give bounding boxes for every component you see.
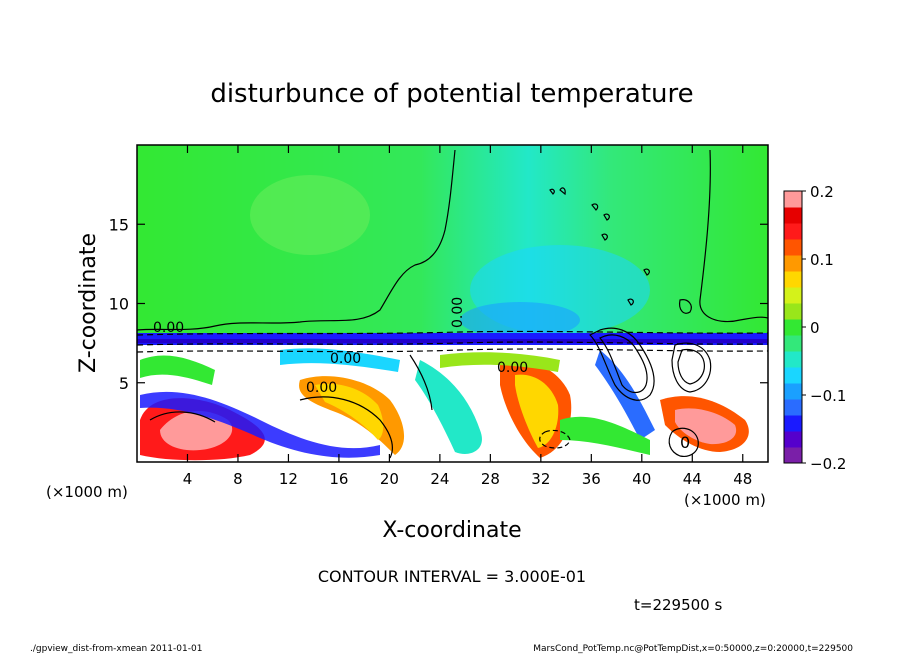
y-axis-title: Z-coordinate bbox=[76, 233, 101, 373]
x-unit-label-right: (×1000 m) bbox=[684, 491, 766, 509]
colorbar bbox=[784, 191, 802, 464]
colorbar-swatch bbox=[784, 223, 802, 240]
colorbar-tick-label: −0.1 bbox=[810, 387, 846, 405]
chart-title: disturbunce of potential temperature bbox=[210, 79, 693, 109]
x-tick-label: 4 bbox=[183, 470, 193, 488]
x-tick-label: 12 bbox=[279, 470, 298, 488]
x-axis: 4 8 12 16 20 24 28 32 36 40 44 48 bbox=[183, 145, 752, 488]
colorbar-swatch bbox=[784, 431, 802, 448]
contour-label: 0.00 bbox=[330, 351, 361, 367]
turbulent-green-mid bbox=[440, 352, 560, 372]
turbulent-green-left bbox=[140, 355, 215, 385]
x-tick-label: 28 bbox=[481, 470, 500, 488]
colorbar-swatch bbox=[784, 271, 802, 288]
colorbar-swatch bbox=[784, 239, 802, 256]
colorbar-swatch bbox=[784, 415, 802, 432]
colorbar-tick-label: 0 bbox=[810, 319, 820, 337]
colorbar-swatch bbox=[784, 335, 802, 352]
colorbar-tick-label: 0.2 bbox=[810, 183, 834, 201]
cyan-patch-2 bbox=[460, 302, 580, 338]
light-patch bbox=[250, 175, 370, 255]
y-tick-label: 15 bbox=[109, 215, 129, 234]
colorbar-swatch bbox=[784, 367, 802, 384]
footer-left: ./gpview_dist-from-xmean 2011-01-01 bbox=[30, 644, 202, 654]
x-tick-label: 44 bbox=[683, 470, 702, 488]
contour-label: 0.00 bbox=[306, 380, 337, 396]
y-axis: 5 10 15 bbox=[109, 215, 768, 393]
colorbar-ticks: 0.2 0.1 0 −0.1 −0.2 bbox=[802, 183, 846, 473]
contour-label: 0.00 bbox=[497, 360, 528, 376]
x-tick-label: 40 bbox=[632, 470, 651, 488]
contour-lines bbox=[137, 149, 768, 459]
contour-label: 0.00 bbox=[153, 320, 184, 336]
colorbar-swatch bbox=[784, 207, 802, 224]
x-tick-label: 20 bbox=[380, 470, 399, 488]
x-axis-title: X-coordinate bbox=[382, 518, 521, 543]
colorbar-swatch bbox=[784, 287, 802, 304]
x-tick-label: 36 bbox=[582, 470, 601, 488]
x-tick-label: 16 bbox=[329, 470, 348, 488]
colorbar-swatch bbox=[784, 191, 802, 208]
contour-label: 0 bbox=[680, 433, 690, 452]
x-tick-label: 8 bbox=[233, 470, 243, 488]
colorbar-swatch bbox=[784, 383, 802, 400]
colorbar-swatch bbox=[784, 351, 802, 368]
colorbar-swatch bbox=[784, 255, 802, 272]
x-unit-label-left: (×1000 m) bbox=[46, 483, 128, 501]
contour-label: 0.00 bbox=[450, 297, 466, 328]
inversion-band-dark bbox=[137, 339, 768, 343]
y-tick-label: 5 bbox=[119, 374, 129, 393]
colorbar-swatch bbox=[784, 319, 802, 336]
contour-interval-note: CONTOUR INTERVAL = 3.000E-01 bbox=[318, 567, 586, 586]
heatmap-field bbox=[137, 145, 768, 462]
zero-contour bbox=[137, 149, 768, 331]
colorbar-swatch bbox=[784, 303, 802, 320]
colorbar-swatch bbox=[784, 447, 802, 464]
x-tick-label: 24 bbox=[430, 470, 449, 488]
time-label: t=229500 s bbox=[634, 596, 722, 614]
colorbar-tick-label: 0.1 bbox=[810, 251, 834, 269]
colorbar-tick-label: −0.2 bbox=[810, 455, 846, 473]
cool-filament-5 bbox=[560, 416, 650, 455]
y-tick-label: 10 bbox=[109, 295, 129, 314]
contour-label-group: 0.00 0.00 0.00 0.00 0.00 0 bbox=[153, 297, 690, 452]
x-tick-label: 32 bbox=[531, 470, 550, 488]
cool-filament-2 bbox=[415, 360, 482, 454]
turbulent-cyan bbox=[280, 348, 400, 372]
x-tick-label: 48 bbox=[733, 470, 752, 488]
cool-filament-1 bbox=[140, 391, 380, 458]
footer-right: MarsCond_PotTemp.nc@PotTempDist,x=0:5000… bbox=[533, 644, 853, 654]
colorbar-swatch bbox=[784, 399, 802, 416]
